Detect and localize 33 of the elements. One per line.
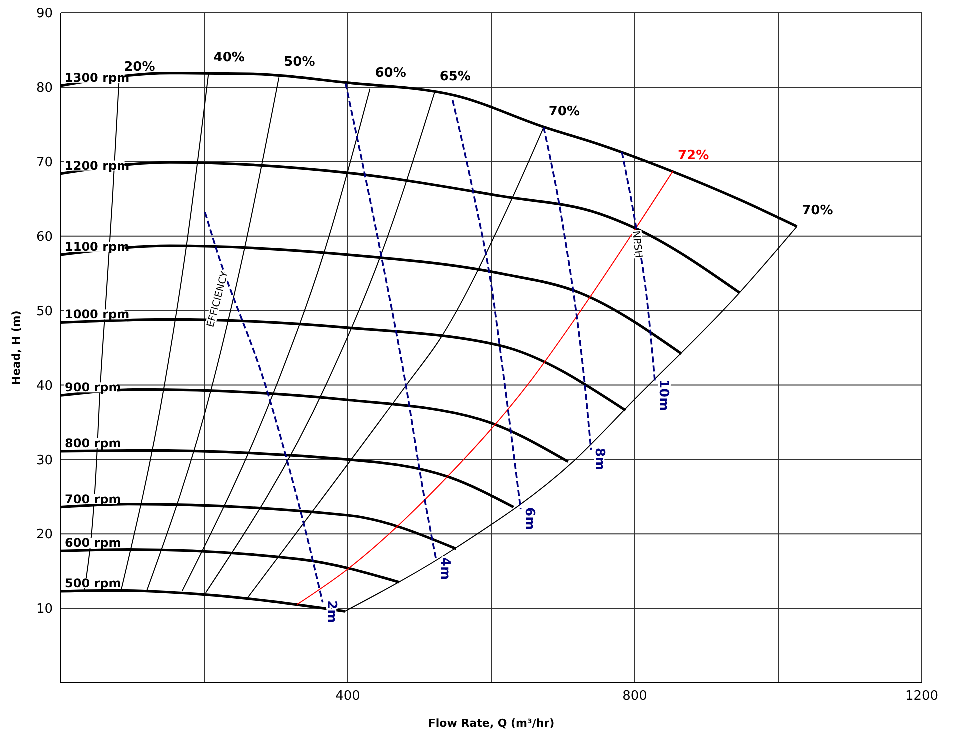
text: 4m — [437, 557, 452, 580]
y-tick-label: 20 — [36, 528, 53, 543]
series-label: 40% — [214, 50, 245, 66]
annotation: NPSH — [630, 230, 644, 259]
series-label: 1000 rpm — [65, 308, 130, 322]
y-tick-label: 70 — [36, 156, 53, 171]
series-label: 800 rpm — [65, 436, 122, 450]
text: 10m — [656, 380, 672, 412]
x-tick-label: 1200 — [905, 689, 939, 704]
x-tick-label: 800 — [622, 689, 648, 704]
y-tick-label: 90 — [36, 6, 53, 22]
x-tick-label: 400 — [336, 689, 360, 704]
y-tick-label: 40 — [36, 378, 53, 394]
series-label: 70% — [802, 204, 834, 219]
y-axis-title: Head, H (m) — [10, 310, 23, 386]
series-label: 60% — [375, 66, 406, 81]
series-label: 600 rpm — [65, 536, 122, 550]
series-label: 700 rpm — [65, 492, 122, 506]
y-tick-label: 60 — [36, 230, 53, 245]
text: 2m — [324, 600, 339, 624]
series-label: 70% — [548, 104, 580, 120]
text: 8m — [592, 448, 608, 471]
series-label: 72% — [678, 148, 710, 164]
y-tick-label: 30 — [36, 453, 53, 468]
y-tick-label: 80 — [36, 81, 53, 96]
y-tick-label: 50 — [36, 304, 53, 320]
series-label: 50% — [284, 54, 316, 70]
series-label: 500 rpm — [65, 576, 122, 590]
text: 6m — [522, 508, 537, 530]
series-label: 65% — [440, 70, 471, 85]
series-label: 1100 rpm — [65, 240, 130, 254]
x-axis-title: Flow Rate, Q (m³/hr) — [428, 717, 555, 730]
y-tick-label: 10 — [36, 602, 53, 618]
